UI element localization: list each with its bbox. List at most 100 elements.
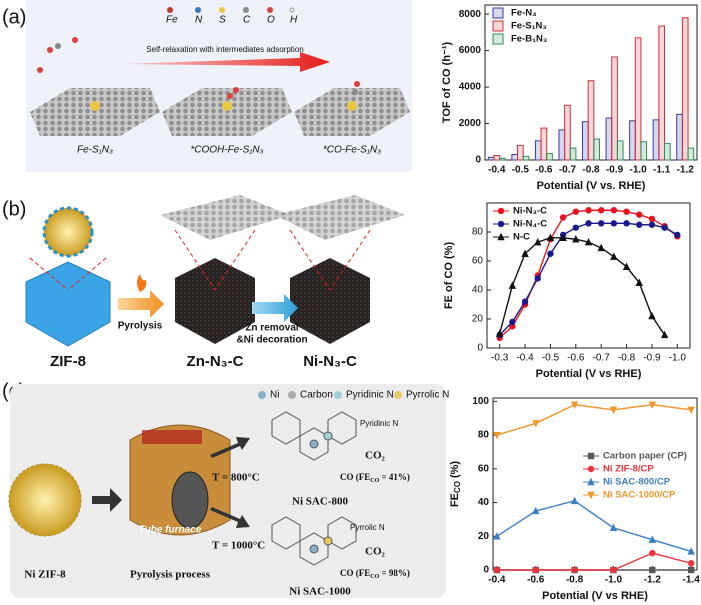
marker xyxy=(532,566,539,574)
arrow xyxy=(120,52,330,72)
text: CO xyxy=(453,481,462,493)
bar xyxy=(605,117,613,161)
legend-label: Ni-N₄-C xyxy=(513,219,547,230)
marker xyxy=(585,220,592,227)
marker xyxy=(585,207,592,214)
site-label: Pyrrolic N xyxy=(350,523,385,532)
x-tick-label: -0.7 xyxy=(593,353,611,364)
y-tick-label: 60 xyxy=(472,256,484,267)
marker xyxy=(660,330,669,339)
marker xyxy=(587,465,595,473)
x-tick-label: -0.8 xyxy=(618,353,636,364)
marker xyxy=(635,278,643,286)
marker xyxy=(648,535,657,543)
x-tick-label: -1.0 xyxy=(669,353,687,364)
bar xyxy=(652,119,660,161)
x-tick-label: -0.4 xyxy=(516,353,534,364)
process-label: Pyrolysis process xyxy=(130,569,211,581)
x-tick-label: -0.4 xyxy=(488,165,506,176)
step-label: &Ni decoration xyxy=(236,335,307,346)
x-tick-label: -1.0 xyxy=(605,575,623,586)
legend-label: Carbon paper (CP) xyxy=(603,451,687,462)
marker xyxy=(623,208,630,215)
reactant-label: CO₂ xyxy=(365,450,386,462)
atom-label: Pyrrolic N xyxy=(406,390,449,401)
marker xyxy=(546,233,555,241)
bar xyxy=(640,141,648,161)
legend-swatch xyxy=(492,20,504,32)
text: CO (FE xyxy=(340,472,370,482)
bar xyxy=(634,37,642,161)
legend-label: Fe-S₁N₃ xyxy=(511,21,547,32)
marker xyxy=(610,220,618,227)
bar xyxy=(569,147,577,161)
y-axis-label: TOF of CO (h⁻¹) xyxy=(441,41,453,123)
marker xyxy=(610,566,617,574)
x-axis-label: Potential (V vs. RHE) xyxy=(537,180,646,192)
x-tick-label: -1.0 xyxy=(629,165,647,176)
product-label: CO (FECO = 41%) xyxy=(340,472,410,484)
bar xyxy=(593,138,600,161)
flame xyxy=(137,274,147,292)
marker xyxy=(570,401,579,409)
product-label: CO (FECO = 98%) xyxy=(340,568,410,580)
element-legend: Fe N S C O H xyxy=(166,7,298,26)
x-tick-label: -0.7 xyxy=(559,165,577,176)
step-label: Pyrolysis xyxy=(118,321,163,332)
reactant-label: CO₂ xyxy=(365,546,386,558)
legend-label: N-C xyxy=(513,232,530,243)
bar xyxy=(546,153,553,161)
marker xyxy=(622,262,631,270)
furnace-label: Tube furnace xyxy=(139,525,202,536)
y-axis-label: FECO (%) xyxy=(449,461,462,508)
legend-label: Fe-B₁N₃ xyxy=(511,34,547,45)
x-tick-label: -0.9 xyxy=(606,165,624,176)
marker xyxy=(649,549,656,557)
temperature-label: T = 800°C xyxy=(212,472,260,484)
y-axis-label: FE of CO (%) xyxy=(443,242,455,310)
line xyxy=(496,404,692,436)
text: CO xyxy=(370,574,379,580)
marker xyxy=(587,452,595,460)
bar xyxy=(663,143,671,161)
marker xyxy=(572,224,580,231)
marker xyxy=(521,298,529,305)
bar xyxy=(540,127,548,161)
marker xyxy=(572,208,580,215)
marker xyxy=(495,329,504,337)
y-tick-label: 20 xyxy=(472,314,484,325)
bar xyxy=(687,147,695,161)
bar xyxy=(681,17,689,161)
sample-label: Ni SAC-1000 xyxy=(289,586,351,598)
marker xyxy=(636,221,643,228)
marker xyxy=(493,431,501,440)
element-label: C xyxy=(243,15,251,26)
x-axis-label: Potential (V vs RHE) xyxy=(542,590,648,602)
marker xyxy=(497,220,505,228)
element-label: O xyxy=(267,15,275,26)
zif8-crystal xyxy=(25,206,111,347)
marker xyxy=(687,547,695,555)
element-label: S xyxy=(219,15,226,26)
marker xyxy=(497,207,505,215)
marker xyxy=(559,233,567,241)
atom-label: Pyridinic N xyxy=(346,390,394,401)
tube-furnace xyxy=(129,424,231,536)
legend-label: Ni ZIF-8/CP xyxy=(603,464,654,475)
bar xyxy=(499,157,506,161)
marker xyxy=(508,281,517,289)
marker xyxy=(649,566,656,574)
bar xyxy=(558,129,566,161)
sample-label: Ni-N₃-C xyxy=(303,353,357,370)
marker xyxy=(521,249,529,257)
atom-label: Ni xyxy=(270,390,279,401)
marker xyxy=(609,406,618,415)
marker xyxy=(570,496,579,505)
marker xyxy=(623,220,630,227)
legend-label: Ni SAC-1000/CP xyxy=(603,490,676,501)
y-tick-label: 40 xyxy=(478,497,490,508)
marker xyxy=(559,214,567,221)
line xyxy=(496,500,692,553)
marker xyxy=(687,406,695,415)
marker xyxy=(493,566,501,574)
